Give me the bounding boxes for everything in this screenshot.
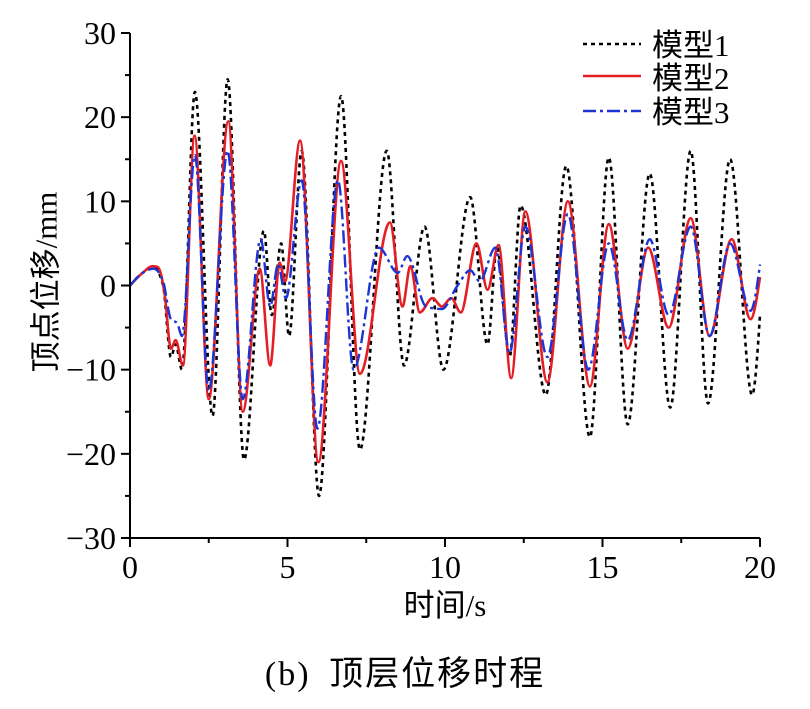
legend-item-model-1: 模型1: [583, 28, 730, 63]
figure-caption: (b) 顶层位移时程: [265, 655, 545, 693]
series-line-model-3: [129, 149, 762, 430]
y-tick-label: −20: [66, 436, 116, 472]
legend-item-model-2: 模型2: [583, 61, 730, 96]
legend-label-model-1: 模型1: [652, 28, 730, 63]
legend-item-model-3: 模型3: [583, 95, 730, 130]
legend: 模型1 模型2 模型3: [583, 28, 730, 130]
series-line-model-1: [129, 77, 762, 498]
y-tick-label: −10: [66, 352, 116, 388]
y-tick-label: −30: [66, 520, 116, 556]
x-tick-label: 5: [280, 549, 296, 585]
y-axis-ticks: −30 −20 −10 0 10 20 30: [66, 15, 130, 556]
series-line-model-2: [129, 120, 762, 464]
y-axis-label: 顶点位移/mm: [29, 192, 64, 373]
x-tick-label: 20: [744, 549, 776, 585]
legend-label-model-2: 模型2: [652, 61, 730, 96]
axes: −30 −20 −10 0 10 20 30 0 5 10 15 20: [66, 15, 776, 585]
y-tick-label: 20: [84, 99, 116, 135]
y-tick-label: 0: [100, 268, 116, 304]
x-tick-label: 10: [429, 549, 461, 585]
y-tick-label: 30: [84, 15, 116, 51]
x-tick-label: 0: [122, 549, 138, 585]
x-tick-label: 15: [587, 549, 619, 585]
series-layer: [129, 77, 762, 498]
legend-label-model-3: 模型3: [652, 95, 730, 130]
x-axis-label: 时间/s: [404, 588, 487, 623]
y-tick-label: 10: [84, 183, 116, 219]
x-axis-ticks: 0 5 10 15 20: [122, 538, 776, 585]
